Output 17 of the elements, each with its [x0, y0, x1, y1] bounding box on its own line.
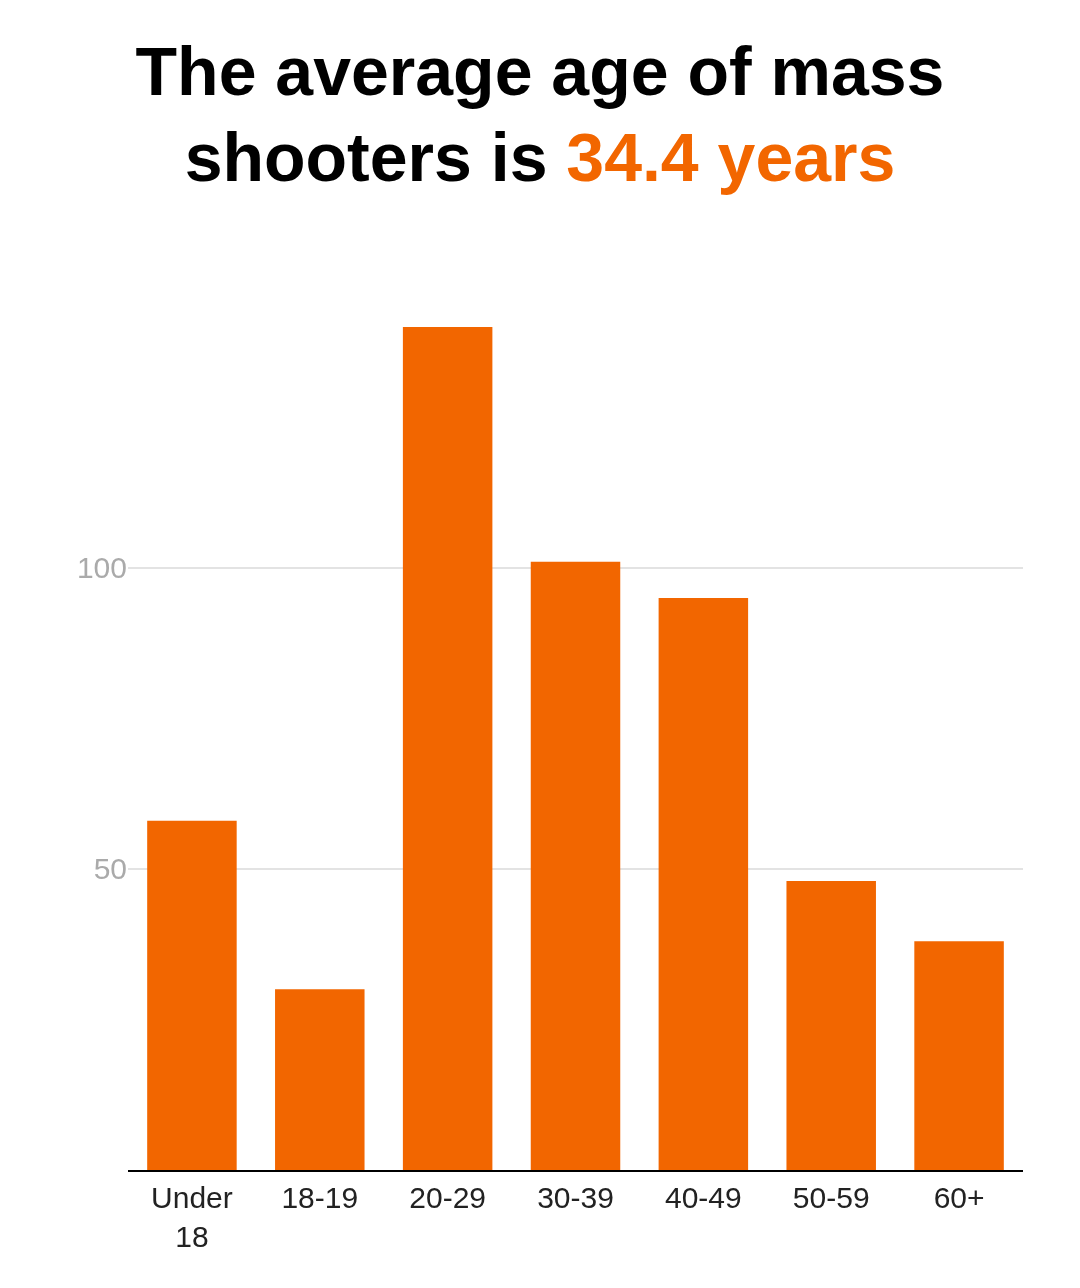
bar	[530, 561, 621, 1170]
y-tick-label: 100	[76, 551, 127, 585]
chart-title: The average age of mass shooters is 34.4 years	[135, 33, 945, 195]
x-tick-label: 60+	[933, 1181, 985, 1214]
bar	[914, 941, 1004, 1170]
bar	[786, 880, 876, 1170]
x-tick-label: 20-29	[409, 1181, 487, 1214]
bar	[658, 597, 749, 1170]
x-tick-label: Under 18	[151, 1181, 233, 1253]
y-tick-label: 50	[93, 852, 127, 886]
bar	[402, 327, 493, 1170]
bar	[147, 820, 237, 1170]
x-tick-label: 40-49	[664, 1181, 742, 1214]
x-tick-label: 18-19	[281, 1181, 359, 1214]
bar	[275, 989, 365, 1170]
x-tick-label: 50-59	[792, 1181, 870, 1214]
x-tick-label: 30-39	[537, 1181, 614, 1214]
